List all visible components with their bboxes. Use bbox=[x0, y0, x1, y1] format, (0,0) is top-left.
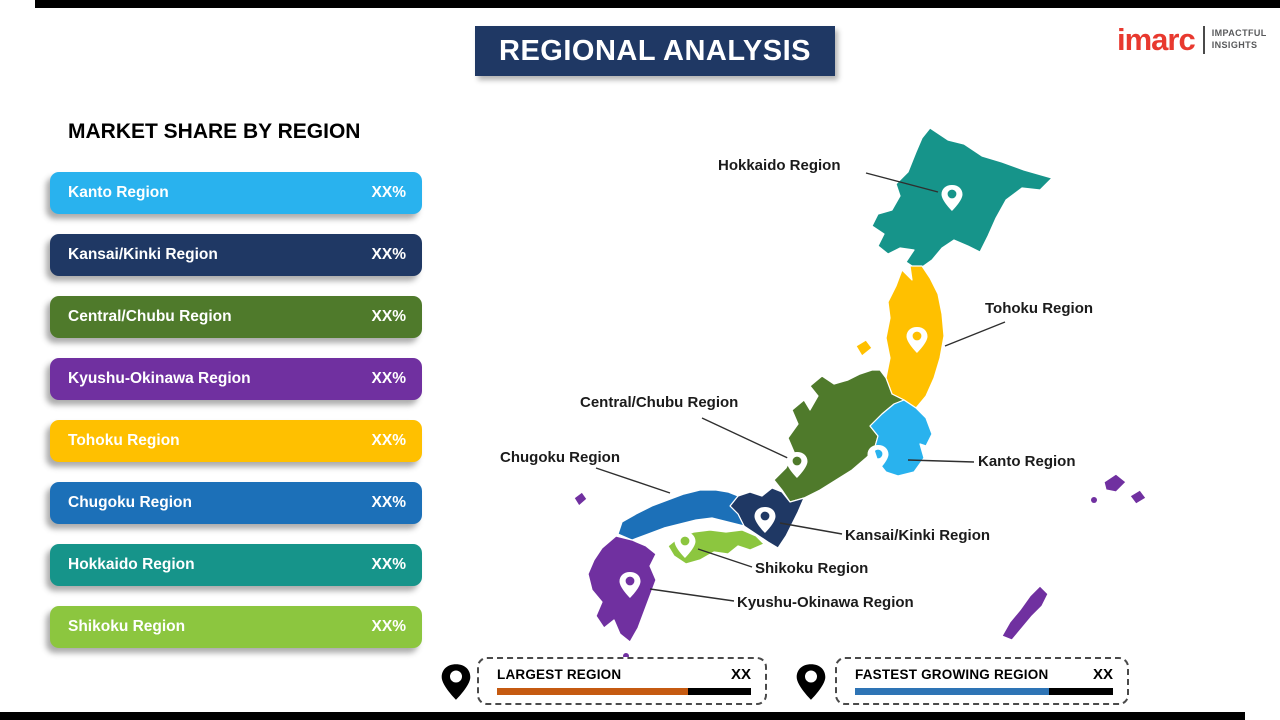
leader-line-kanto bbox=[907, 459, 975, 463]
market-share-list: Kanto Region XX% Kansai/Kinki Region XX%… bbox=[50, 172, 422, 648]
leader-line-hokkaido bbox=[865, 172, 939, 193]
map-island-amami-2 bbox=[1129, 489, 1147, 505]
page-title-text: REGIONAL ANALYSIS bbox=[499, 34, 811, 67]
map-label-tohoku: Tohoku Region bbox=[985, 300, 1094, 317]
map-pin-hokkaido bbox=[941, 185, 963, 211]
bar-value: XX% bbox=[371, 370, 406, 387]
map-island-amami-3 bbox=[1091, 497, 1097, 503]
fastest-growing-region-value: XX bbox=[1092, 666, 1113, 683]
bar-label: Kyushu-Okinawa Region bbox=[68, 370, 251, 387]
bar-value: XX% bbox=[371, 308, 406, 325]
map-region-tohoku bbox=[885, 265, 945, 409]
map-pin-shikoku bbox=[674, 532, 696, 558]
market-share-bar-tohoku: Tohoku Region XX% bbox=[50, 420, 422, 462]
bar-value: XX% bbox=[371, 184, 406, 201]
fastest-growing-region-pin-icon bbox=[796, 664, 826, 700]
market-share-bar-kanto: Kanto Region XX% bbox=[50, 172, 422, 214]
map-pin-kansai bbox=[754, 507, 776, 533]
largest-region-legend: LARGEST REGION XX bbox=[477, 657, 767, 705]
map-pin-okinawa bbox=[1004, 559, 1026, 585]
market-share-bar-chugoku: Chugoku Region XX% bbox=[50, 482, 422, 524]
largest-region-bar-secondary bbox=[687, 688, 751, 695]
largest-region-pin-icon bbox=[441, 664, 471, 700]
bar-label: Central/Chubu Region bbox=[68, 308, 232, 325]
map-label-kansai: Kansai/Kinki Region bbox=[845, 527, 991, 544]
map-pin-tohoku bbox=[906, 327, 928, 353]
largest-region-label: LARGEST REGION bbox=[497, 667, 622, 682]
logo-divider bbox=[1202, 25, 1205, 54]
bar-value: XX% bbox=[371, 246, 406, 263]
map-label-kyushu-okinawa: Kyushu-Okinawa Region bbox=[737, 594, 914, 611]
logo-tagline: IMPACTFUL INSIGHTS bbox=[1212, 28, 1267, 51]
imarc-logo: imarc IMPACTFUL INSIGHTS bbox=[1117, 24, 1267, 55]
map-pin-kanto bbox=[867, 445, 889, 471]
map-label-hokkaido: Hokkaido Region bbox=[718, 157, 841, 174]
map-label-central-chubu: Central/Chubu Region bbox=[580, 394, 739, 411]
map-region-kyushu bbox=[587, 535, 657, 643]
leader-line-chugoku bbox=[595, 467, 671, 494]
largest-region-bar-primary bbox=[497, 688, 688, 695]
map-island-amami-1 bbox=[1103, 473, 1127, 493]
map-pin-central-chubu bbox=[786, 452, 808, 478]
bottom-black-strip bbox=[0, 712, 1245, 720]
map-label-chugoku: Chugoku Region bbox=[500, 449, 620, 466]
map-island-okinawa-main bbox=[1001, 585, 1049, 641]
map-label-kanto: Kanto Region bbox=[978, 453, 1076, 470]
fastest-growing-region-label: FASTEST GROWING REGION bbox=[855, 667, 1049, 682]
leader-line-kyushu-okinawa bbox=[649, 588, 735, 602]
page-title: REGIONAL ANALYSIS bbox=[475, 26, 835, 76]
top-black-strip bbox=[35, 0, 1280, 8]
map-region-hokkaido bbox=[871, 127, 1053, 271]
logo-tagline-line2: INSIGHTS bbox=[1211, 39, 1258, 50]
largest-region-bar bbox=[497, 688, 751, 695]
fastest-growing-region-bar-primary bbox=[855, 688, 1049, 695]
market-share-bar-kansai: Kansai/Kinki Region XX% bbox=[50, 234, 422, 276]
leader-line-shikoku bbox=[697, 548, 753, 568]
bar-label: Chugoku Region bbox=[68, 494, 192, 511]
japan-map-svg bbox=[573, 127, 1147, 667]
bar-value: XX% bbox=[371, 432, 406, 449]
japan-map bbox=[440, 100, 1160, 670]
largest-region-value: XX bbox=[730, 666, 751, 683]
market-share-bar-hokkaido: Hokkaido Region XX% bbox=[50, 544, 422, 586]
bar-label: Kanto Region bbox=[68, 184, 169, 201]
bar-label: Kansai/Kinki Region bbox=[68, 246, 218, 263]
market-share-bar-shikoku: Shikoku Region XX% bbox=[50, 606, 422, 648]
leader-line-kansai bbox=[779, 522, 843, 535]
bar-value: XX% bbox=[371, 494, 406, 511]
fastest-growing-region-bar bbox=[855, 688, 1113, 695]
market-share-bar-central-chubu: Central/Chubu Region XX% bbox=[50, 296, 422, 338]
logo-tagline-line1: IMPACTFUL bbox=[1211, 28, 1267, 39]
map-island-sado bbox=[855, 339, 873, 357]
imarc-brand-text: imarc bbox=[1117, 22, 1196, 57]
market-share-heading: MARKET SHARE BY REGION bbox=[68, 120, 361, 143]
map-label-shikoku: Shikoku Region bbox=[755, 560, 869, 577]
fastest-growing-region-bar-secondary bbox=[1048, 688, 1113, 695]
map-pin-kyushu bbox=[619, 572, 641, 598]
leader-line-tohoku bbox=[944, 321, 1006, 347]
fastest-growing-region-legend: FASTEST GROWING REGION XX bbox=[835, 657, 1129, 705]
bar-label: Shikoku Region bbox=[68, 618, 186, 635]
bar-value: XX% bbox=[371, 556, 406, 573]
leader-line-central-chubu bbox=[701, 417, 793, 461]
map-island-tsushima bbox=[573, 491, 588, 507]
bar-label: Hokkaido Region bbox=[68, 556, 195, 573]
bar-value: XX% bbox=[371, 618, 406, 635]
bar-label: Tohoku Region bbox=[68, 432, 180, 449]
market-share-bar-kyushu-okinawa: Kyushu-Okinawa Region XX% bbox=[50, 358, 422, 400]
